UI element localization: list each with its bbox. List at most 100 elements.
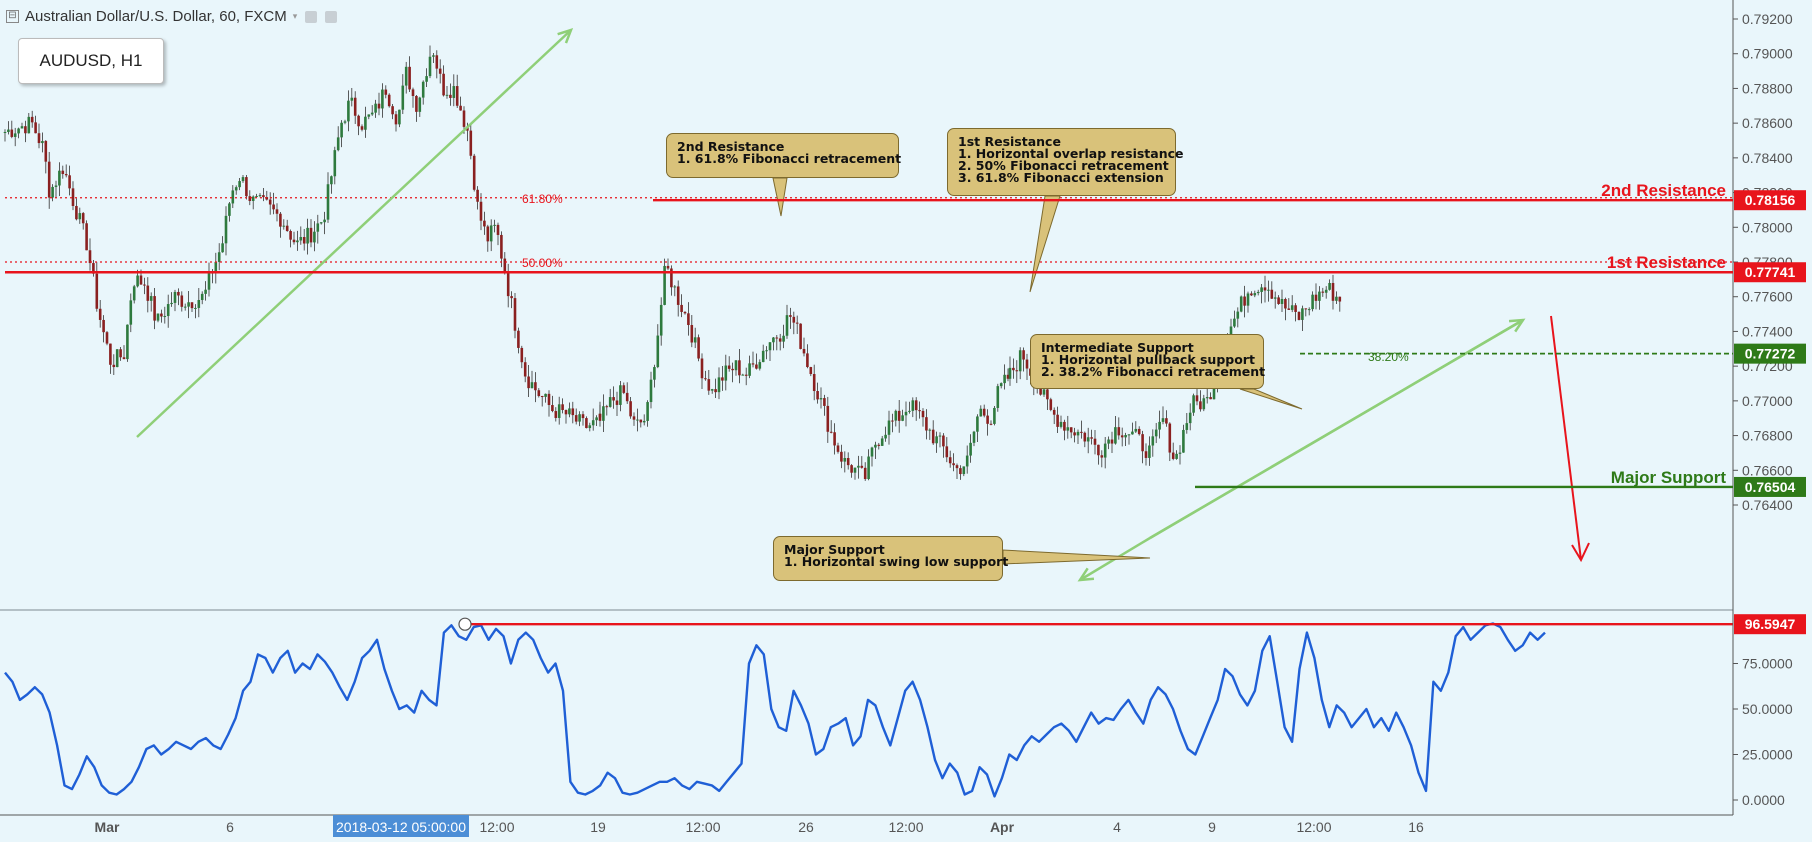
candle-body (1049, 399, 1053, 410)
candle-body (544, 393, 547, 397)
candle-body (1229, 326, 1233, 339)
gear-icon[interactable] (325, 10, 338, 23)
candle-body (615, 400, 619, 405)
axes: 0.792000.790000.788000.786000.784000.782… (95, 11, 1793, 837)
oscillator-anchor-point[interactable] (458, 617, 472, 631)
candle-body (279, 213, 282, 227)
candle-body (564, 410, 568, 415)
candle-body (88, 250, 92, 264)
major-support-callout: Major Support 1. Horizontal swing low su… (773, 536, 1008, 581)
candle-body (1015, 370, 1019, 372)
candle-body (989, 423, 993, 425)
candle-body (1148, 445, 1151, 458)
candle-body (1212, 380, 1216, 400)
candle-body (68, 175, 71, 189)
candle-body (197, 300, 201, 308)
candle-body (1270, 289, 1274, 299)
price-tick-label: 0.76800 (1742, 428, 1793, 444)
candle-body (877, 444, 881, 446)
candle-body (119, 349, 122, 358)
time-tick-label: 12:00 (888, 819, 923, 835)
candle-body (1280, 298, 1284, 304)
oscillator-level-badge (1734, 614, 1806, 635)
candle-body (1267, 289, 1270, 291)
candle-body (714, 389, 717, 393)
candle-body (102, 319, 105, 333)
candle-body (619, 385, 622, 405)
candle-body (829, 431, 833, 433)
candle-body (1185, 423, 1189, 430)
crosshair-time-badge (333, 815, 469, 837)
candle-body (217, 252, 221, 262)
candle-body (408, 66, 411, 90)
candle-body (221, 243, 224, 253)
candle-body (1277, 297, 1280, 304)
candle-body (384, 89, 388, 95)
time-tick-label: Mar (95, 819, 120, 835)
candle-body (374, 103, 377, 113)
candle-body (537, 390, 541, 397)
eye-icon[interactable] (305, 10, 318, 23)
callout-heading: Major Support (784, 542, 885, 557)
candle-body (224, 215, 228, 244)
candle-body (1137, 428, 1141, 435)
candle-body (1103, 443, 1107, 458)
candle-body (200, 293, 204, 301)
candle-body (136, 275, 139, 287)
candle-body (37, 133, 41, 144)
candle-body (319, 222, 323, 224)
chevron-down-icon[interactable]: ▾ (292, 11, 298, 21)
candle-body (857, 465, 860, 468)
candle-body (710, 389, 714, 391)
callout-line: 1. Horizontal pullback support (1041, 352, 1255, 367)
candle-body (326, 184, 330, 220)
candle-body (707, 379, 711, 391)
candle-body (602, 406, 605, 421)
candle-body (398, 109, 401, 125)
candle-body (741, 374, 745, 376)
callout-pointer (772, 177, 788, 217)
candle-body (336, 137, 340, 151)
level-price-label: 0.76504 (1745, 479, 1796, 495)
collapse-icon[interactable]: ⊟ (6, 10, 19, 23)
candle-body (445, 94, 449, 96)
trend-arrow (136, 29, 572, 438)
candle-body (1003, 374, 1006, 384)
candle-body (432, 55, 435, 57)
price-tick-label: 0.77400 (1742, 323, 1793, 339)
candle-body (721, 377, 724, 381)
candle-body (1090, 437, 1093, 439)
candle-body (717, 377, 721, 393)
candle-body (874, 444, 877, 448)
candle-body (894, 410, 898, 421)
candle-body (503, 258, 507, 274)
candle-body (1260, 287, 1263, 292)
candle-body (459, 105, 462, 111)
trend-arrow-head (1077, 567, 1095, 582)
candle-body (381, 89, 384, 109)
candle-body (190, 302, 194, 309)
chart-title-bar: ⊟ Australian Dollar/U.S. Dollar, 60, FXC… (6, 8, 338, 25)
candle-body (126, 324, 129, 360)
osc-tick-label: 50.0000 (1742, 701, 1793, 717)
candle-body (248, 196, 252, 201)
callout-heading: 1st Resistance (958, 134, 1061, 149)
candle-body (483, 220, 486, 227)
candle-body (748, 363, 751, 376)
candle-body (143, 284, 146, 286)
candle-body (207, 272, 211, 290)
candle-body (54, 185, 58, 187)
candle-body (1335, 296, 1338, 301)
candle-body (823, 398, 826, 406)
candle-body (425, 76, 428, 82)
candle-body (299, 237, 303, 241)
candle-body (1297, 311, 1301, 320)
fib-label: 38.20% (1368, 350, 1409, 364)
candle-body (105, 332, 109, 344)
candle-body (785, 315, 789, 336)
candle-body (853, 467, 857, 473)
candle-body (323, 219, 326, 223)
candle-body (285, 225, 289, 231)
candle-body (51, 186, 54, 198)
